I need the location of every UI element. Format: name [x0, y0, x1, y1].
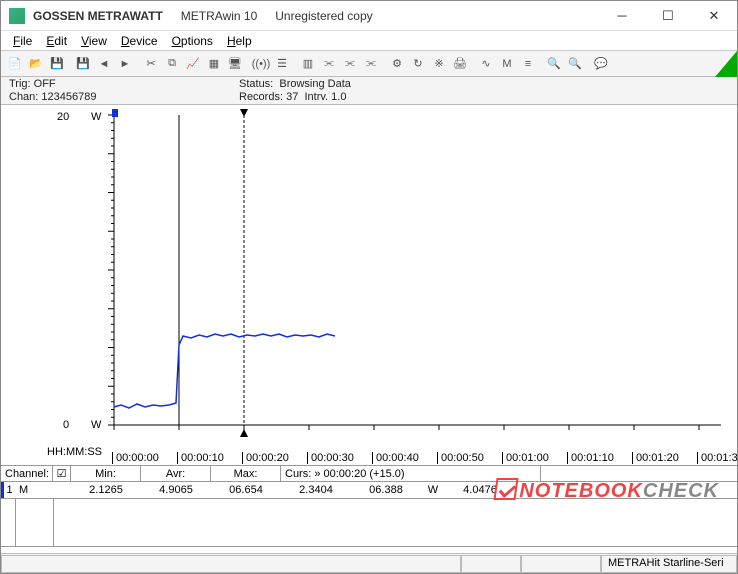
hdr-avr: Avr: [141, 466, 211, 481]
title-reg: Unregistered copy [275, 9, 372, 23]
chan-label: Chan: [9, 91, 38, 103]
menu-edit[interactable]: Edit [40, 32, 73, 50]
tool-wave-icon[interactable]: ∿ [476, 54, 496, 74]
xtick: 00:00:00 [112, 452, 159, 464]
tool-chart3-icon[interactable]: ⫘ [361, 54, 381, 74]
tool-gear-icon[interactable]: ⚙ [387, 54, 407, 74]
status-label: Status: [239, 78, 273, 90]
xtick: 00:01:20 [632, 452, 679, 464]
tool-cycle-icon[interactable]: ↻ [408, 54, 428, 74]
statusbar: METRAHit Starline-Seri [1, 553, 737, 573]
app-icon [9, 8, 25, 24]
tool-save-icon[interactable]: 💾 [47, 54, 67, 74]
tool-monitor-icon[interactable]: 🖥 [225, 54, 245, 74]
tool-open-icon[interactable]: 📂 [26, 54, 46, 74]
row-max: 06.654 [211, 482, 281, 498]
tool-zoom-icon[interactable]: 🔍 [544, 54, 564, 74]
hdr-channel: Channel: [1, 466, 53, 481]
tool-lines-icon[interactable]: ≡ [518, 54, 538, 74]
hdr-checkbox[interactable]: ☑ [53, 466, 71, 481]
tool-previous-icon[interactable]: ◄ [94, 54, 114, 74]
row-unit: W [421, 482, 445, 498]
row-c2: 06.388 [351, 482, 421, 498]
title-brand: GOSSEN METRAWATT [33, 9, 163, 23]
xtick: 00:01:30 [697, 452, 738, 464]
tool-graph-icon[interactable]: 📈 [183, 54, 203, 74]
xtick: 00:00:20 [242, 452, 289, 464]
menu-device[interactable]: Device [115, 32, 164, 50]
xtick: 00:01:00 [502, 452, 549, 464]
tool-signal-icon[interactable]: ((•)) [251, 54, 271, 74]
watermark: NOTEBOOKCHECK [495, 475, 719, 503]
chart-area[interactable]: 20 W 0 W HH:MM:SS 00:00:0000:00:1000:00:… [1, 105, 737, 465]
statusbar-left [1, 555, 461, 573]
records-label: Records: [239, 91, 283, 103]
statusbar-mid1 [461, 555, 521, 573]
tool-chart2-icon[interactable]: ⫘ [340, 54, 360, 74]
records-value: 37 [286, 91, 298, 103]
menu-help[interactable]: Help [221, 32, 258, 50]
xtick: 00:01:10 [567, 452, 614, 464]
status-line: Trig: OFF Chan: 123456789 Status: Browsi… [1, 77, 737, 105]
xtick: 00:00:40 [372, 452, 419, 464]
tool-cut-icon[interactable]: ✂ [141, 54, 161, 74]
row-c1: 2.3404 [281, 482, 351, 498]
tool-new-icon[interactable]: 📄 [5, 54, 25, 74]
x-axis-row: HH:MM:SS 00:00:0000:00:1000:00:2000:00:3… [1, 445, 737, 459]
xtick: 00:00:30 [307, 452, 354, 464]
row-min: 2.1265 [71, 482, 141, 498]
menu-view[interactable]: View [75, 32, 113, 50]
tool-zoomx-icon[interactable]: 🔍 [565, 54, 585, 74]
tool-copy-icon[interactable]: ⧉ [162, 54, 182, 74]
hdr-max: Max: [211, 466, 281, 481]
toolbar: 📄 📂 💾 💾 ◄ ► ✂ ⧉ 📈 ▦ 🖥 ((•)) ☰ ▥ ⫘ ⫘ ⫘ ⚙ … [1, 51, 737, 77]
menu-file[interactable]: File [7, 32, 38, 50]
menubar: File Edit View Device Options Help [1, 31, 737, 51]
plot-svg [1, 105, 738, 445]
toolbar-endmark-icon [715, 51, 737, 77]
statusbar-right: METRAHit Starline-Seri [601, 555, 737, 573]
row-mode: M [15, 482, 53, 498]
row-avr: 4.9065 [141, 482, 211, 498]
tool-list-icon[interactable]: ☰ [272, 54, 292, 74]
chan-value: 123456789 [41, 91, 96, 103]
tool-chart1-icon[interactable]: ⫘ [319, 54, 339, 74]
intrv-label: Intrv. [304, 91, 328, 103]
xtick: 00:00:50 [437, 452, 484, 464]
menu-options[interactable]: Options [166, 32, 219, 50]
status-value: Browsing Data [279, 78, 351, 90]
title-app: METRAwin 10 [181, 9, 257, 23]
tool-split-icon[interactable]: ▥ [298, 54, 318, 74]
tool-print-icon[interactable]: 🖨 [450, 54, 470, 74]
watermark-check-icon [494, 478, 519, 500]
hdr-min: Min: [71, 466, 141, 481]
tool-bug-icon[interactable]: ※ [429, 54, 449, 74]
maximize-button[interactable]: ☐ [645, 1, 691, 31]
minimize-button[interactable]: ─ [599, 1, 645, 31]
trig-value: OFF [34, 78, 56, 90]
tool-table-icon[interactable]: ▦ [204, 54, 224, 74]
tool-m-icon[interactable]: M [497, 54, 517, 74]
intrv-value: 1.0 [331, 91, 346, 103]
row-idx: 1 [1, 482, 15, 498]
trig-label: Trig: [9, 78, 31, 90]
tool-saveas-icon[interactable]: 💾 [73, 54, 93, 74]
x-axis-label: HH:MM:SS [47, 446, 102, 458]
tool-chat-icon[interactable]: 💬 [591, 54, 611, 74]
statusbar-mid2 [521, 555, 601, 573]
close-button[interactable]: ✕ [691, 1, 737, 31]
titlebar: GOSSEN METRAWATT METRAwin 10 Unregistere… [1, 1, 737, 31]
xtick: 00:00:10 [177, 452, 224, 464]
tool-next-icon[interactable]: ► [115, 54, 135, 74]
